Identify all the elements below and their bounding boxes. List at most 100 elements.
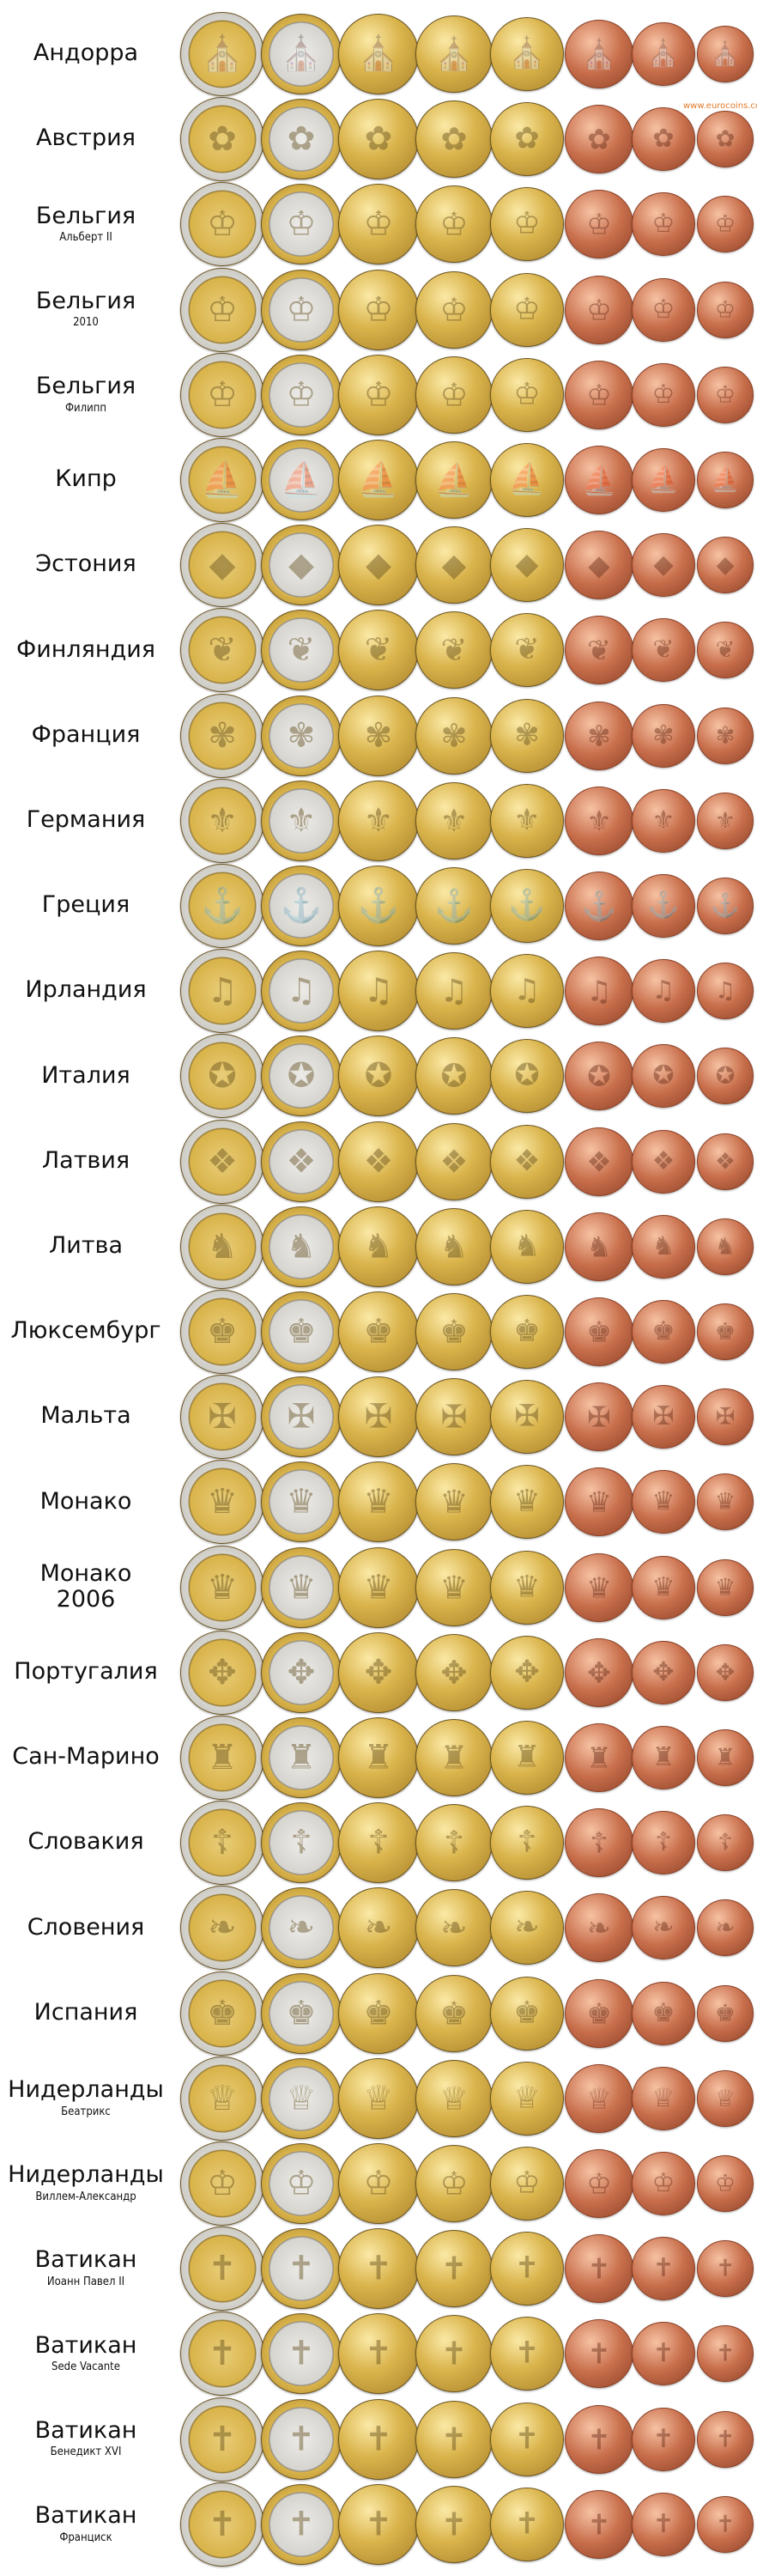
coin-motif-icon: ◆ xyxy=(209,545,236,586)
coin-motif-icon: ♚ xyxy=(286,1312,317,1352)
coin-motif-icon: ✾ xyxy=(440,717,468,755)
coin-1c-image: ✠ xyxy=(697,1388,754,1446)
coin-10c-image: ⛵ xyxy=(490,443,564,517)
coin-1c-image: ✝ xyxy=(697,2240,754,2298)
coin-motif-icon: ♛ xyxy=(207,1482,238,1522)
country-subtitle: Франциск xyxy=(59,2530,112,2544)
coin-motif-icon: ♛ xyxy=(714,1488,736,1516)
coin-1-image: ✾ xyxy=(261,695,342,776)
coin-motif-icon: ⛵ xyxy=(433,461,475,499)
coin-motif-icon: ♛ xyxy=(586,1485,612,1519)
country-subtitle: Виллем-Александр xyxy=(35,2190,136,2203)
coin-10c-image: ✝ xyxy=(490,2402,564,2476)
coin-motif-icon: ♔ xyxy=(651,2168,675,2198)
coin-motif-icon: ♔ xyxy=(363,290,394,330)
coin-5c-image: ❧ xyxy=(565,1893,633,1963)
coin-motif-icon: ✿ xyxy=(652,124,675,155)
country-row: Латвия ❖ ❖ ❖ ❖ ❖ ❖ ❖ ❖ xyxy=(0,1118,757,1204)
coin-motif-icon: ♚ xyxy=(286,1994,317,2033)
coin-motif-icon: ✥ xyxy=(652,1656,675,1687)
coin-10c-image: ✿ xyxy=(490,102,564,177)
coin-motif-icon: ✥ xyxy=(440,1654,468,1692)
coin-10c-image: ♔ xyxy=(490,187,564,262)
coin-strip: ✾ ✾ ✾ ✾ ✾ ✾ ✾ ✾ xyxy=(0,692,757,778)
coin-motif-icon: ♛ xyxy=(286,1482,317,1522)
coin-20c-image: ♚ xyxy=(415,1974,493,2052)
country-name: Ирландия xyxy=(25,976,147,1004)
coin-2c-image: ✝ xyxy=(632,2492,695,2556)
coin-motif-icon: ✿ xyxy=(715,125,736,153)
coin-motif-icon: ⚓ xyxy=(357,886,400,926)
coin-motif-icon: ✝ xyxy=(514,2506,540,2542)
coin-1-image: ❖ xyxy=(261,1121,342,1202)
coin-strip: ✝ ✝ ✝ ✝ ✝ ✝ ✝ ✝ xyxy=(0,2225,757,2312)
coin-10c-image: ♛ xyxy=(490,1465,564,1540)
country-name: Германия xyxy=(26,805,146,833)
country-name: Ватикан xyxy=(34,2501,137,2529)
coin-50c-image: ❦ xyxy=(338,610,419,691)
coin-motif-icon: ✝ xyxy=(652,2253,675,2284)
coin-10c-image: ♚ xyxy=(490,1976,564,2050)
country-name: Греция xyxy=(41,891,130,919)
coin-motif-icon: ◆ xyxy=(588,548,610,582)
country-label: Ватикан Sede Vacante xyxy=(0,2310,172,2396)
coin-motif-icon: ♚ xyxy=(207,1993,238,2033)
coin-5c-image: ✝ xyxy=(565,2404,633,2474)
coin-motif-icon: ✥ xyxy=(364,1653,393,1692)
coin-5c-image: ✪ xyxy=(565,1042,633,1111)
coin-2c-image: ✝ xyxy=(632,2407,695,2471)
coin-strip: ♛ ♛ ♛ ♛ ♛ ♛ ♛ ♛ xyxy=(0,1458,757,1545)
coin-motif-icon: ⛪ xyxy=(508,36,546,71)
coin-50c-image: ✾ xyxy=(338,695,419,776)
coin-motif-icon: ⛵ xyxy=(711,466,740,494)
coin-motif-icon: ⛵ xyxy=(357,460,400,500)
coin-motif-icon: ✠ xyxy=(208,1397,237,1437)
coin-10c-image: ❦ xyxy=(490,613,564,688)
coin-motif-icon: ✝ xyxy=(652,2508,675,2539)
country-label: Греция xyxy=(0,862,172,948)
coin-1c-image: ♚ xyxy=(697,1303,754,1360)
coin-motif-icon: ♔ xyxy=(207,289,238,330)
country-name: Эстония xyxy=(35,550,136,578)
country-label: Эстония xyxy=(0,521,172,607)
coin-motif-icon: ⛪ xyxy=(357,34,400,74)
coin-2-image: ✝ xyxy=(180,2482,264,2567)
coin-1c-image: ♛ xyxy=(697,1473,754,1531)
coin-20c-image: ♕ xyxy=(415,2059,493,2137)
coin-2c-image: ✾ xyxy=(632,703,695,768)
coin-motif-icon: ⛵ xyxy=(508,462,546,497)
coin-1-image: ♚ xyxy=(261,1972,342,2054)
coin-1-image: ♛ xyxy=(261,1546,342,1628)
coin-20c-image: ◆ xyxy=(415,526,493,605)
coin-strip: ✝ ✝ ✝ ✝ ✝ ✝ ✝ ✝ xyxy=(0,2396,757,2482)
coin-motif-icon: ⛵ xyxy=(280,460,323,500)
coin-motif-icon: ♔ xyxy=(586,2166,612,2201)
coin-5c-image: ♚ xyxy=(565,1978,633,2048)
coin-2c-image: ⚜ xyxy=(632,788,695,853)
coin-20c-image: ♛ xyxy=(415,1548,493,1626)
country-row: Ватикан Иоанн Павел II ✝ ✝ ✝ ✝ ✝ ✝ ✝ ✝ xyxy=(0,2225,757,2312)
coin-motif-icon: ♔ xyxy=(286,2164,317,2203)
coin-strip: ♔ ♔ ♔ ♔ ♔ ♔ ♔ ♔ xyxy=(0,180,757,267)
coin-2c-image: ⚓ xyxy=(632,874,695,938)
coin-motif-icon: ♔ xyxy=(363,2164,394,2203)
coin-2c-image: ❦ xyxy=(632,618,695,683)
country-row: Нидерланды Виллем-Александр ♔ ♔ ♔ ♔ ♔ ♔ ♔ ♔ xyxy=(0,2140,757,2226)
coin-1-image: ✝ xyxy=(261,2483,342,2565)
coin-motif-icon: ♚ xyxy=(714,1318,736,1346)
coin-1-image: ⚜ xyxy=(261,780,342,861)
coin-motif-icon: ♛ xyxy=(651,1571,675,1602)
coin-motif-icon: ♔ xyxy=(714,381,736,409)
coin-motif-icon: ♜ xyxy=(286,1738,317,1777)
coin-1c-image: ✿ xyxy=(697,111,754,168)
coin-2c-image: ♔ xyxy=(632,277,695,342)
coin-motif-icon: ♚ xyxy=(207,1312,238,1352)
coin-2-image: ♚ xyxy=(180,1971,264,2056)
coin-motif-icon: ⚜ xyxy=(439,802,469,840)
coin-5c-image: ♞ xyxy=(565,1212,633,1281)
coin-50c-image: ⚓ xyxy=(338,866,419,946)
coin-1c-image: ♔ xyxy=(697,281,754,338)
coin-motif-icon: ❦ xyxy=(287,630,316,670)
coin-motif-icon: ♔ xyxy=(651,379,675,410)
coin-motif-icon: ♫ xyxy=(363,971,394,1011)
